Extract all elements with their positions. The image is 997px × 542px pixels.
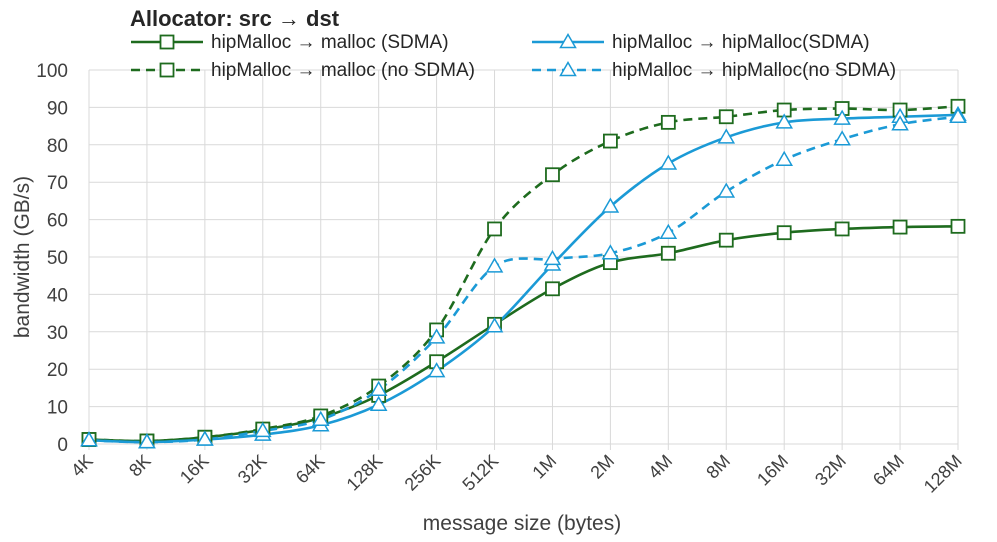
data-point-s1-128M (950, 218, 966, 234)
data-point-s4-64M (891, 115, 909, 131)
data-point-s2-4M (660, 114, 676, 130)
data-point-s4-4K (80, 431, 98, 447)
series-lines (88, 104, 959, 444)
data-point-s2-8M (718, 109, 734, 125)
y-tick-label: 70 (47, 173, 68, 194)
legend-label: hipMalloc → malloc (SDMA) (211, 32, 449, 53)
legend-label: hipMalloc → hipMalloc(no SDMA) (612, 60, 896, 81)
data-point-s4-16K (196, 430, 214, 446)
legend-item-2: hipMalloc → malloc (no SDMA) (131, 60, 475, 81)
data-point-s4-1M (543, 249, 562, 266)
y-tick-label: 0 (57, 435, 68, 456)
legend-swatch-marker (559, 60, 577, 77)
x-tick-label: 16K (176, 451, 213, 488)
y-tick-label: 20 (47, 360, 68, 381)
legend-swatch-marker (159, 62, 175, 78)
x-tick-label: 64K (292, 451, 329, 488)
data-point-s3-256K (427, 362, 446, 378)
x-tick-label: 16M (753, 451, 792, 490)
data-point-s2-1M (545, 167, 560, 183)
data-point-s4-16M (775, 150, 793, 167)
data-point-s4-512K (485, 257, 504, 273)
legend-item-1: hipMalloc → malloc (SDMA) (131, 32, 449, 53)
data-point-s1-16M (776, 225, 792, 241)
legend-swatch-marker (559, 32, 577, 49)
data-point-s4-32M (833, 130, 851, 146)
data-point-s1-8M (718, 232, 734, 248)
x-tick-label: 4M (644, 451, 676, 483)
data-point-s1-32M (834, 221, 850, 237)
x-tick-label: 128M (920, 451, 966, 497)
x-tick-label: 8M (702, 451, 734, 483)
legend-item-3: hipMalloc → hipMalloc(SDMA) (532, 32, 870, 53)
legend-label: hipMalloc → hipMalloc(SDMA) (612, 32, 870, 53)
series-line-1 (88, 225, 959, 443)
x-tick-label: 2M (586, 451, 618, 483)
data-point-s1-1M (545, 281, 560, 297)
y-tick-label: 40 (47, 285, 68, 306)
data-point-s3-4M (659, 154, 678, 170)
x-tick-label: 8K (125, 451, 155, 481)
data-point-s3-8M (717, 128, 736, 144)
gridlines (88, 69, 959, 445)
x-tick-label: 64M (869, 451, 908, 490)
data-point-s3-512K (485, 317, 504, 333)
data-point-s4-128M (949, 107, 967, 123)
data-point-s4-8K (138, 433, 156, 449)
y-tick-label: 90 (47, 98, 68, 119)
series-line-2 (88, 104, 959, 443)
data-point-s3-2M (601, 197, 620, 213)
x-tick-label: 32K (234, 451, 271, 488)
y-axis-label: bandwidth (GB/s) (11, 176, 34, 338)
axes: 0 10 20 30 40 50 60 70 80 90 100 4K 8K 16K 32K 64K 128K 2… (36, 61, 966, 497)
legend: Allocator: src → dst hipMalloc → malloc … (130, 6, 896, 81)
data-point-s4-4M (659, 223, 678, 239)
series-markers (80, 98, 967, 449)
y-tick-label: 30 (47, 323, 68, 344)
x-tick-label: 4K (67, 451, 97, 481)
y-tick-label: 50 (47, 248, 68, 269)
y-tick-label: 100 (36, 61, 68, 82)
y-tick-label: 60 (47, 211, 68, 232)
legend-swatch-marker (159, 34, 175, 50)
data-point-s4-8M (717, 182, 736, 198)
x-axis-label: message size (bytes) (423, 512, 621, 535)
x-tick-label: 512K (458, 451, 502, 495)
data-point-s3-128K (369, 395, 388, 411)
x-tick-label: 128K (343, 451, 387, 495)
data-point-s3-32M (833, 109, 851, 125)
data-point-s1-4M (660, 245, 676, 261)
data-point-s4-256K (427, 328, 446, 344)
series-line-3 (88, 113, 959, 444)
legend-label: hipMalloc → malloc (no SDMA) (211, 60, 475, 81)
data-point-s1-64M (892, 219, 908, 235)
y-tick-label: 80 (47, 136, 68, 157)
x-tick-label: 32M (811, 451, 850, 490)
legend-title: Allocator: src → dst (130, 6, 340, 31)
x-tick-label: 1M (528, 451, 560, 483)
series-line-4 (88, 115, 959, 444)
data-point-s3-16M (775, 113, 793, 129)
y-tick-label: 10 (47, 398, 68, 419)
data-point-s2-512K (487, 221, 502, 237)
data-point-s2-2M (603, 133, 618, 149)
data-point-s4-32K (254, 421, 272, 438)
data-point-s4-64K (311, 410, 330, 426)
data-point-s4-128K (369, 380, 388, 397)
legend-item-4: hipMalloc → hipMalloc(no SDMA) (532, 60, 896, 81)
data-point-s4-2M (601, 244, 620, 260)
x-tick-label: 256K (401, 451, 445, 495)
